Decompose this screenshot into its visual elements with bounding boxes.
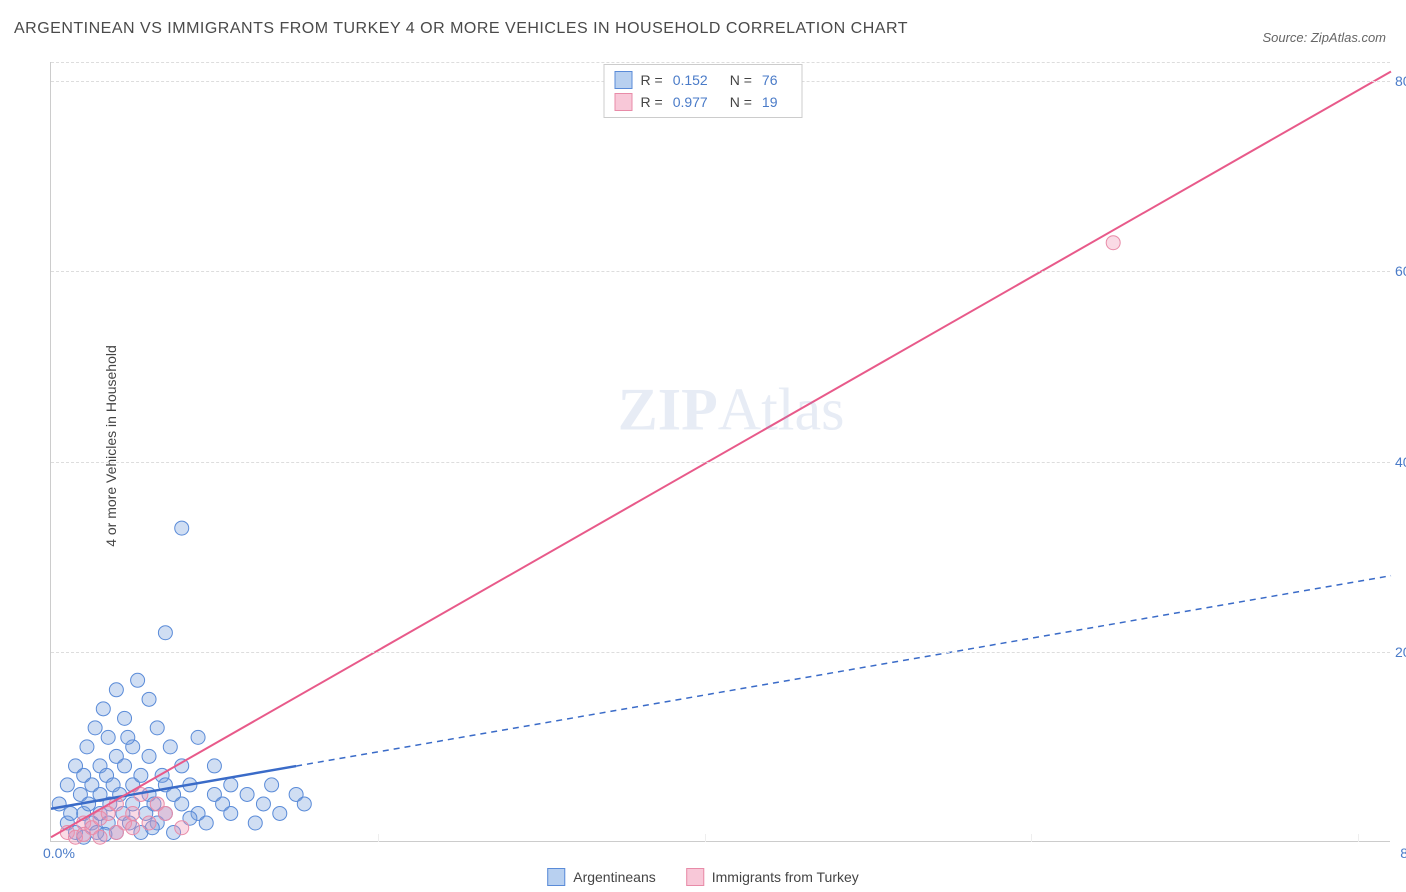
data-point xyxy=(118,711,132,725)
data-point xyxy=(134,768,148,782)
source-label: Source: ZipAtlas.com xyxy=(1262,30,1386,45)
legend-n-value: 76 xyxy=(762,72,778,88)
legend-series: Argentineans Immigrants from Turkey xyxy=(547,868,859,886)
data-point xyxy=(142,749,156,763)
plot-area: 20.0%40.0%60.0%80.0%0.0%80.0% xyxy=(50,62,1390,842)
data-point xyxy=(224,806,238,820)
data-point xyxy=(93,830,107,844)
legend-row: R = 0.977 N = 19 xyxy=(615,91,792,113)
data-point xyxy=(224,778,238,792)
data-point xyxy=(207,759,221,773)
data-point xyxy=(96,702,110,716)
y-tick-label: 40.0% xyxy=(1395,454,1406,470)
legend-n-value: 19 xyxy=(762,94,778,110)
legend-correlation: R = 0.152 N = 76 R = 0.977 N = 19 xyxy=(604,64,803,118)
data-point xyxy=(101,730,115,744)
legend-series-item: Immigrants from Turkey xyxy=(686,868,859,886)
legend-series-label: Immigrants from Turkey xyxy=(712,869,859,885)
legend-r-label: R = xyxy=(641,94,663,110)
legend-r-label: R = xyxy=(641,72,663,88)
legend-swatch xyxy=(547,868,565,886)
data-point xyxy=(131,673,145,687)
data-point xyxy=(121,730,135,744)
data-point xyxy=(256,797,270,811)
data-point xyxy=(118,759,132,773)
data-point xyxy=(1106,236,1120,250)
data-point xyxy=(175,821,189,835)
data-point xyxy=(191,730,205,744)
data-point xyxy=(126,806,140,820)
data-point xyxy=(150,721,164,735)
plot-svg xyxy=(51,62,1390,841)
grid-tick-v xyxy=(1358,834,1359,842)
legend-series-item: Argentineans xyxy=(547,868,656,886)
data-point xyxy=(80,740,94,754)
data-point xyxy=(158,626,172,640)
data-point xyxy=(64,806,78,820)
data-point xyxy=(273,806,287,820)
grid-tick-v xyxy=(1031,834,1032,842)
y-tick-label: 60.0% xyxy=(1395,263,1406,279)
legend-n-label: N = xyxy=(730,94,752,110)
data-point xyxy=(240,787,254,801)
legend-series-label: Argentineans xyxy=(573,869,656,885)
grid-tick-v xyxy=(705,834,706,842)
data-point xyxy=(126,821,140,835)
data-point xyxy=(175,797,189,811)
data-point xyxy=(142,816,156,830)
legend-n-label: N = xyxy=(730,72,752,88)
x-tick-label: 80.0% xyxy=(1400,845,1406,861)
y-tick-label: 20.0% xyxy=(1395,644,1406,660)
data-point xyxy=(109,683,123,697)
data-point xyxy=(297,797,311,811)
y-tick-label: 80.0% xyxy=(1395,73,1406,89)
grid-line-h xyxy=(51,62,1390,63)
legend-swatch xyxy=(615,71,633,89)
legend-swatch xyxy=(615,93,633,111)
data-point xyxy=(88,721,102,735)
legend-row: R = 0.152 N = 76 xyxy=(615,69,792,91)
data-point xyxy=(142,692,156,706)
data-point xyxy=(60,778,74,792)
data-point xyxy=(248,816,262,830)
x-tick-label: 0.0% xyxy=(43,845,75,861)
grid-tick-v xyxy=(378,834,379,842)
chart-title: ARGENTINEAN VS IMMIGRANTS FROM TURKEY 4 … xyxy=(14,20,908,38)
grid-line-h xyxy=(51,271,1390,272)
data-point xyxy=(175,521,189,535)
legend-r-value: 0.977 xyxy=(673,94,708,110)
grid-line-h xyxy=(51,652,1390,653)
data-point xyxy=(163,740,177,754)
data-point xyxy=(158,806,172,820)
data-point xyxy=(199,816,213,830)
data-point xyxy=(265,778,279,792)
grid-line-h xyxy=(51,462,1390,463)
legend-swatch xyxy=(686,868,704,886)
legend-r-value: 0.152 xyxy=(673,72,708,88)
